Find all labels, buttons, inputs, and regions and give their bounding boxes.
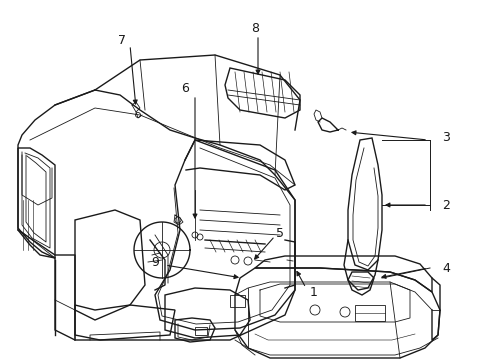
Text: 3: 3 xyxy=(441,131,449,144)
Text: 2: 2 xyxy=(441,198,449,212)
Text: 6: 6 xyxy=(181,81,188,95)
Text: 4: 4 xyxy=(441,261,449,274)
Text: 9: 9 xyxy=(151,256,159,270)
Text: 7: 7 xyxy=(118,33,126,46)
Text: 8: 8 xyxy=(250,22,259,35)
Bar xyxy=(195,327,206,335)
Text: 5: 5 xyxy=(275,226,284,239)
Bar xyxy=(354,305,384,321)
Bar xyxy=(229,295,244,307)
Text: 1: 1 xyxy=(309,285,317,298)
